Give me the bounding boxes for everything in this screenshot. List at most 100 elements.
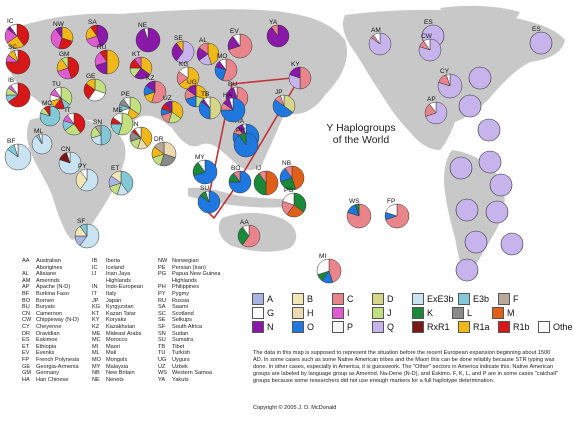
legend-item: H	[292, 307, 332, 319]
legend-swatch	[538, 321, 550, 333]
abbreviation-row: SA Saami	[158, 304, 221, 311]
pie-ha2: HA	[220, 92, 246, 123]
abbreviation-row: BF Burkina Faso	[22, 291, 79, 298]
abbreviation-code: PG	[158, 271, 167, 278]
pie-slice	[242, 224, 261, 248]
abbreviation-code: MY	[92, 363, 101, 370]
abbreviation-code: AL	[22, 271, 29, 278]
pie-slice	[67, 112, 75, 125]
abbreviation-meaning: Mideast Arabs	[106, 330, 142, 337]
pie-label: GM	[59, 51, 69, 58]
pie-slice	[500, 232, 524, 256]
pie-my: MY	[192, 154, 218, 185]
copyright: Copyright © 2005 J. D. McDonald	[253, 405, 337, 411]
pie-slice	[90, 24, 98, 37]
legend-swatch	[498, 293, 510, 305]
pie-slice	[10, 82, 19, 96]
abbreviation-meaning: Cameroon	[36, 310, 63, 317]
pie-slice	[258, 170, 267, 184]
pie-slice	[85, 78, 96, 91]
pie-mo: MO	[214, 53, 238, 82]
pie-label: BU	[228, 81, 237, 88]
pie-label: KT	[132, 51, 140, 58]
abbreviation-code: CW	[22, 317, 32, 324]
abbreviation-row: ME Mideast Arabs	[92, 331, 143, 338]
pie-label: BO	[231, 165, 240, 172]
legend-item: K	[412, 307, 452, 319]
abbreviation-meaning: Kazakhstan	[106, 323, 136, 330]
abbreviation-meaning: Eskimoe	[36, 337, 58, 344]
legend-item: P	[332, 321, 372, 333]
pie-slice	[153, 141, 165, 155]
legend-label: K	[427, 308, 434, 318]
pie-ru: RU	[94, 44, 120, 75]
abbreviation-row: BU Buryats	[22, 304, 79, 311]
pie-slice	[284, 165, 293, 179]
abbreviation-row: AM Amerinds	[22, 278, 79, 285]
abbreviation-row: MY Malaysia	[92, 364, 143, 371]
pie-slice	[455, 258, 479, 282]
map-title-line2: of the World	[332, 134, 390, 146]
abbreviation-meaning: Italy	[106, 290, 117, 297]
pie-am6	[478, 150, 502, 174]
legend-swatch	[492, 307, 504, 319]
pie-jp: JP	[272, 89, 296, 118]
abbreviation-meaning: Turkish	[172, 350, 191, 357]
pie-slice	[271, 24, 279, 37]
pie-ws: WS	[346, 198, 372, 229]
abbreviation-row: NB New Britain	[92, 370, 143, 377]
abbreviation-row: RU Russia	[158, 298, 221, 305]
legend-label: G	[267, 308, 275, 318]
abbreviation-row: TU Turkish	[158, 350, 221, 357]
legend-label: C	[347, 294, 354, 304]
pie-label: AL	[199, 37, 207, 44]
abbreviation-code: GM	[22, 370, 32, 377]
pie-bo: BO	[228, 165, 252, 194]
abbreviation-meaning: Iceland	[106, 264, 125, 271]
abbreviation-meaning: Georgia-Armenia	[36, 363, 79, 370]
pie-slice	[55, 26, 63, 39]
pie-slice	[289, 66, 301, 79]
map-title-line1: Y Haplogroups	[326, 122, 396, 134]
pie-mi: MI	[316, 253, 342, 284]
pie-label: IT	[65, 107, 71, 114]
pie-label: CY	[440, 68, 450, 75]
abbreviation-code: BO	[22, 297, 31, 304]
legend-swatch	[412, 321, 424, 333]
map-note: The data in this map is supposed to repr…	[253, 350, 558, 384]
pie-slice	[60, 86, 73, 105]
abbreviation-code: MI	[92, 343, 99, 350]
pie-slice	[282, 192, 295, 206]
abbreviation-meaning: Buryats	[36, 304, 55, 311]
abbreviation-row: PE Persian (Iran)	[158, 265, 221, 272]
legend-swatch	[372, 321, 384, 333]
abbreviation-meaning: Amerinds	[36, 277, 60, 284]
legend-label: L	[467, 308, 473, 318]
pie-label: IB	[8, 77, 14, 84]
abbreviation-row: NW Norwegian	[158, 258, 221, 265]
abbreviation-row: JP Japan	[92, 298, 143, 305]
pie-sc: SC	[5, 44, 31, 75]
legend-label: O	[307, 322, 315, 332]
abbreviation-row: SU Sumatra	[158, 337, 221, 344]
legend-swatch	[372, 293, 384, 305]
abbreviation-code: SC	[158, 310, 166, 317]
pie-slice	[50, 28, 63, 49]
legend-label: M	[507, 308, 515, 318]
legend-item: ExE3b	[412, 293, 458, 305]
abbreviation-row: ES Eskimoe	[22, 337, 79, 344]
legend-row: A B C D ExE3b E3b F	[252, 292, 573, 306]
pie-slice	[445, 73, 451, 87]
abbreviation-meaning: Uzbek	[172, 363, 188, 370]
abbreviation-meaning: Yakuts	[172, 376, 189, 383]
pie-mc: MC	[39, 100, 61, 127]
pie-label: UZ	[163, 95, 172, 102]
legend-label: N	[267, 322, 274, 332]
abbreviation-row: IN Indo-European	[92, 284, 143, 291]
pie-slice	[207, 42, 220, 65]
pie-label: AM	[371, 27, 381, 34]
abbreviation-meaning: Mongols	[106, 356, 128, 363]
pie-bf: BF	[4, 138, 32, 171]
abbreviation-meaning: Chippeway (N-D)	[36, 317, 79, 324]
pie-slice	[80, 168, 99, 192]
